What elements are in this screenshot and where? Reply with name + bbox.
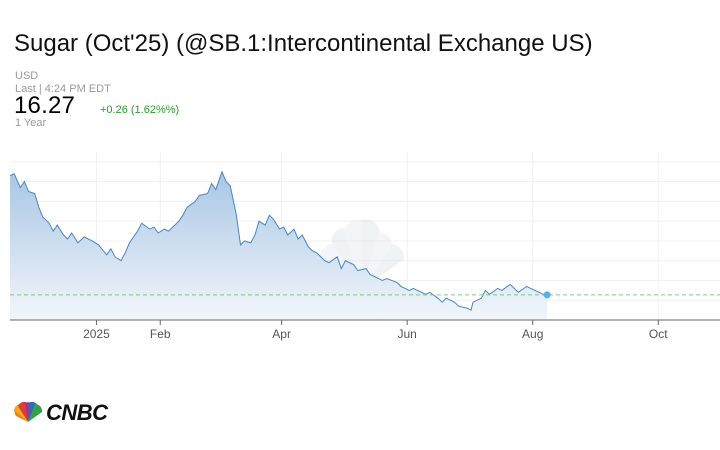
price-area xyxy=(10,171,548,320)
price-change: +0.26 (1.62%%) xyxy=(100,104,180,116)
peacock-icon xyxy=(13,402,43,422)
currency-label: USD xyxy=(15,70,39,82)
x-axis-ticks: 2025 Feb Apr Jun Aug Oct xyxy=(83,320,668,341)
x-tick-label: Jun xyxy=(398,327,417,341)
time-range-label: 1 Year xyxy=(15,117,47,129)
price-line xyxy=(9,170,548,311)
cnbc-logo[interactable]: CNBC xyxy=(12,400,108,426)
last-price: 16.27 xyxy=(14,92,76,119)
last-price-marker[interactable] xyxy=(543,291,551,299)
x-tick-label: Feb xyxy=(150,327,171,341)
x-tick-label: Oct xyxy=(649,327,668,341)
x-tick-label: Apr xyxy=(272,327,291,341)
last-updated-timestamp: Last | 4:24 PM EDT xyxy=(15,83,111,95)
x-tick-label: 2025 xyxy=(83,327,110,341)
page-title: Sugar (Oct'25) (@SB.1:Intercontinental E… xyxy=(14,30,593,57)
logo-wordmark: CNBC xyxy=(46,400,108,425)
x-tick-label: Aug xyxy=(522,327,543,341)
